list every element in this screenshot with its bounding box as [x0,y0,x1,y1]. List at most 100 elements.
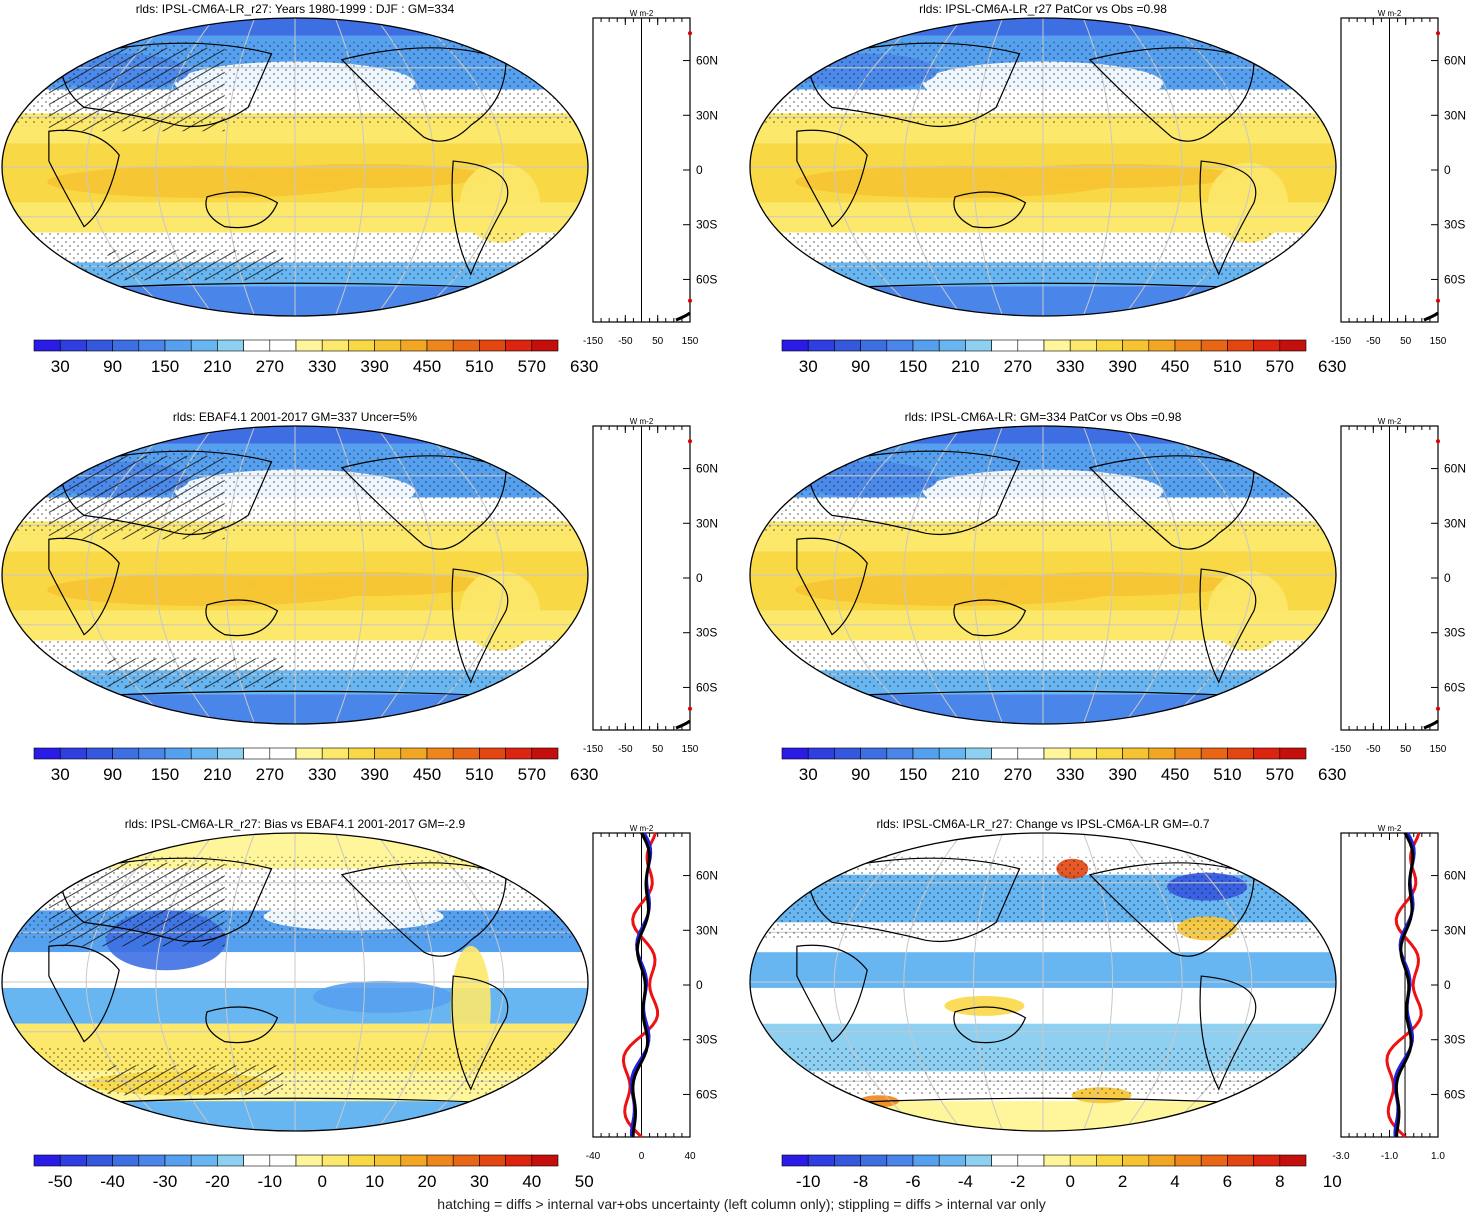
colorbar-tick-label: 30 [470,1172,489,1191]
zonal-profile: -150 -50 50 150 W m-2 60N 30N 0 30S 60S [583,417,718,755]
colorbar-tick-label: 10 [1323,1172,1342,1191]
latitude-label: 60N [1444,869,1466,883]
figure-footer: hatching = diffs > internal var+obs unce… [437,1196,1046,1212]
latitude-label: 30S [1444,218,1465,232]
latitude-label: 60S [696,272,717,286]
colorbar-tick-label: 30 [51,765,70,784]
panel-graphics: -3.0 -1.0 1.0 W m-2 60N 30N 0 30S 60S -10 -8 -6 -4 -2… [749,824,1466,1191]
panel-graphics: -150 -50 50 150 W m-2 60N 30N 0 30S 60S 30 90 150 210… [749,417,1466,784]
profile-unit-label: W m-2 [1378,824,1402,833]
colorbar-tick-label: 30 [51,357,70,376]
profile-tick-label: -3.0 [1332,1151,1350,1162]
latitude-label: 30N [696,516,718,530]
profile-tick-label: -150 [583,336,603,347]
latitude-label: 0 [1444,978,1451,992]
latitude-label: 30N [696,923,718,937]
panel-graphics: -150 -50 50 150 W m-2 60N 30N 0 30S 60S 30 90 150 210… [749,9,1466,376]
colorbar-tick-label: 0 [1065,1172,1074,1191]
panel-4: rlds: IPSL-CM6A-LR: GM=334 PatCor vs Obs… [748,408,1483,808]
profile-tick-label: 150 [1430,744,1447,755]
profile-tick-label: 150 [682,336,699,347]
latitude-label: 30N [1444,516,1466,530]
profile-unit-label: W m-2 [1378,417,1402,426]
profile-tick-label: -50 [618,336,633,347]
colorbar-tick-label: 20 [418,1172,437,1191]
colorbar-tick-label: 510 [1213,357,1241,376]
latitude-label: 60S [696,1087,717,1101]
colorbar-tick-label: 210 [951,357,979,376]
colorbar-tick-label: 150 [151,765,179,784]
panel-6: rlds: IPSL-CM6A-LR_r27: Change vs IPSL-C… [748,815,1483,1215]
panel-title: rlds: IPSL-CM6A-LR_r27: Change vs IPSL-C… [876,817,1210,831]
latitude-label: 60N [1444,462,1466,476]
panel-title: rlds: IPSL-CM6A-LR_r27 PatCor vs Obs =0.… [919,2,1167,16]
latitude-label: 60S [1444,680,1465,694]
coastlines [13,42,577,293]
latitude-label: 30S [1444,1033,1465,1047]
profile-tick-label: -40 [586,1151,601,1162]
colorbar-tick-label: 40 [522,1172,541,1191]
profile-tick-label: -50 [1366,744,1381,755]
colorbar-tick-label: 210 [203,765,231,784]
colorbar-tick-label: 210 [951,765,979,784]
colorbar-tick-label: 510 [465,357,493,376]
panel-2: rlds: IPSL-CM6A-LR_r27 PatCor vs Obs =0.… [748,0,1483,400]
colorbar: 30 90 150 210 270 330 390 450 510 570 630 [33,747,598,784]
colorbar-tick-label: 150 [899,765,927,784]
profile-tick-label: -50 [1366,336,1381,347]
latitude-label: 60S [1444,272,1465,286]
latitude-label: 60S [696,680,717,694]
colorbar-tick-label: 50 [575,1172,594,1191]
zonal-profile: -150 -50 50 150 W m-2 60N 30N 0 30S 60S [1331,9,1466,347]
profile-tick-label: 1.0 [1431,1151,1445,1162]
latitude-label: 30S [696,218,717,232]
colorbar-tick-label: 0 [317,1172,326,1191]
profile-unit-label: W m-2 [630,417,654,426]
profile-unit-label: W m-2 [1378,9,1402,18]
colorbar-tick-label: 210 [203,357,231,376]
colorbar-tick-label: 570 [1266,765,1294,784]
colorbar: 30 90 150 210 270 330 390 450 510 570 630 [33,339,598,376]
colorbar-tick-label: -2 [1010,1172,1025,1191]
panel-title: rlds: IPSL-CM6A-LR: GM=334 PatCor vs Obs… [904,410,1182,424]
latitude-label: 60N [696,869,718,883]
zonal-profile: -40 0 40 W m-2 60N 30N 0 30S 60S [586,824,718,1162]
colorbar-tick-label: 330 [1056,765,1084,784]
colorbar-tick-label: 330 [1056,357,1084,376]
colorbar-tick-label: 30 [799,357,818,376]
colorbar-tick-label: -4 [958,1172,973,1191]
panel-graphics: -150 -50 50 150 W m-2 60N 30N 0 30S 60S 30 90 150 210… [1,9,718,376]
colorbar-tick-label: 630 [1318,357,1346,376]
colorbar-tick-label: -10 [796,1172,821,1191]
colorbar-tick-label: 330 [308,765,336,784]
colorbar-tick-label: 450 [413,765,441,784]
colorbar-tick-label: 90 [103,357,122,376]
colorbar-tick-label: 630 [570,357,598,376]
map-field [750,833,1336,1131]
colorbar-tick-label: 6 [1223,1172,1232,1191]
latitude-label: 0 [696,978,703,992]
latitude-label: 0 [1444,163,1451,177]
colorbar-tick-label: 2 [1118,1172,1127,1191]
panel-title: rlds: IPSL-CM6A-LR_r27: Years 1980-1999 … [135,2,455,16]
map-field [750,426,1336,724]
colorbar-tick-label: 30 [799,765,818,784]
colorbar-tick-label: 390 [360,357,388,376]
panel-graphics: -40 0 40 W m-2 60N 30N 0 30S 60S -50 -40 -30 -20 -10 0… [1,824,718,1191]
zonal-profile: -150 -50 50 150 W m-2 60N 30N 0 30S 60S [583,9,718,347]
latitude-label: 0 [1444,571,1451,585]
colorbar-tick-label: 270 [1004,765,1032,784]
latitude-label: 60S [1444,1087,1465,1101]
colorbar-tick-label: 270 [256,765,284,784]
colorbar-tick-label: -50 [48,1172,73,1191]
colorbar: 30 90 150 210 270 330 390 450 510 570 630 [781,747,1346,784]
colorbar-tick-label: 90 [851,765,870,784]
latitude-label: 30S [696,626,717,640]
colorbar-tick-label: 330 [308,357,336,376]
latitude-label: 30N [1444,108,1466,122]
colorbar-tick-label: -40 [100,1172,125,1191]
colorbar-tick-label: 10 [365,1172,384,1191]
colorbar-tick-label: 570 [518,765,546,784]
colorbar: -10 -8 -6 -4 -2 0 2 4 6 8 10 [781,1154,1342,1191]
colorbar-tick-label: 510 [1213,765,1241,784]
